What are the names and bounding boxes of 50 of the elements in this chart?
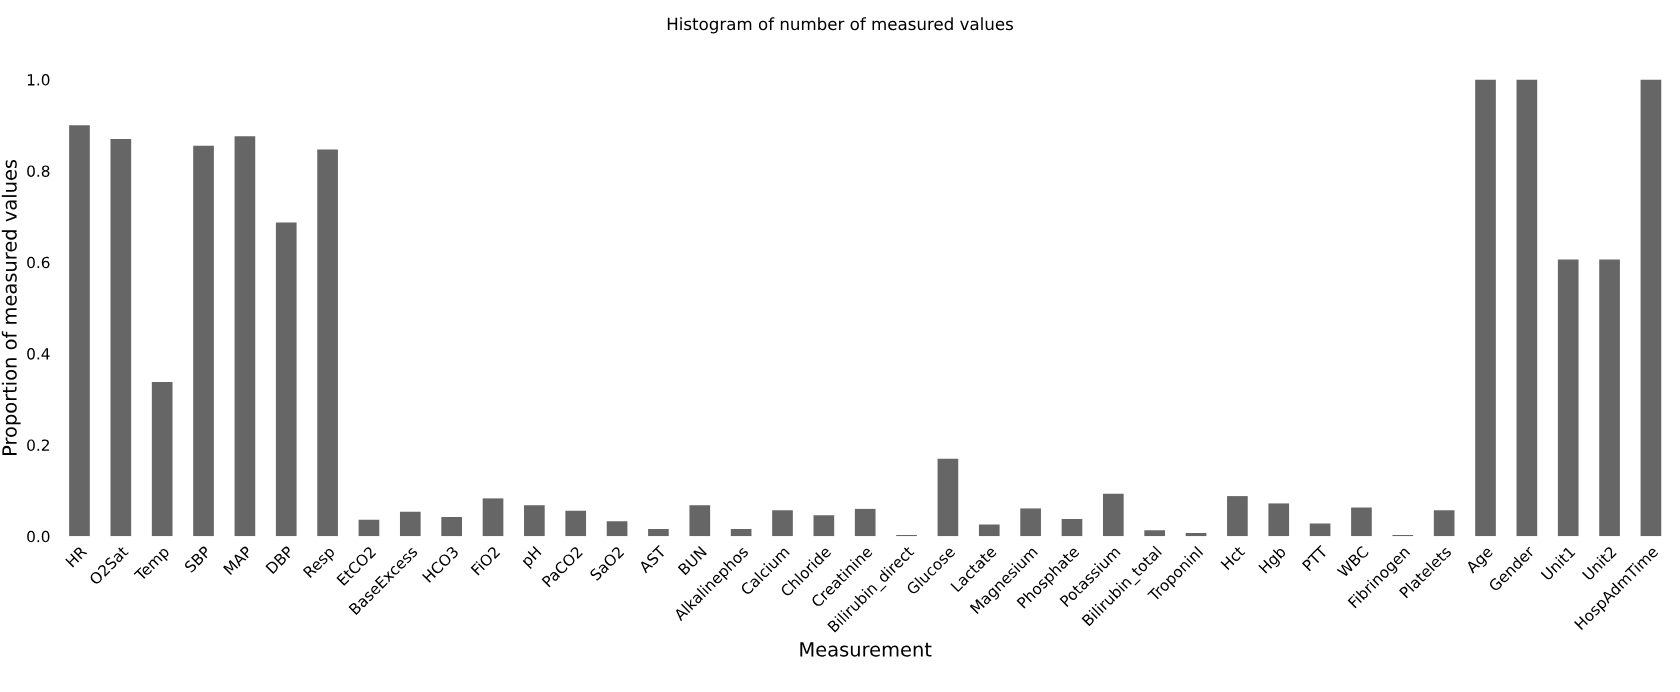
bar bbox=[772, 510, 793, 537]
y-tick-label: 0.4 bbox=[27, 348, 50, 360]
bar bbox=[1557, 259, 1579, 537]
x-tick-label: Hct bbox=[1220, 545, 1246, 571]
x-tick-label: Hgb bbox=[1257, 545, 1289, 576]
bar bbox=[648, 528, 669, 537]
x-tick-label: HR bbox=[65, 545, 88, 568]
bar bbox=[1102, 493, 1124, 537]
bar bbox=[689, 505, 711, 537]
bar bbox=[854, 508, 876, 537]
bar bbox=[1185, 533, 1207, 537]
bar bbox=[1516, 79, 1538, 537]
bar bbox=[1309, 523, 1331, 537]
bar bbox=[1433, 510, 1455, 537]
bar bbox=[1640, 79, 1662, 537]
bar bbox=[69, 125, 90, 537]
y-tick-label: 0.0 bbox=[27, 530, 50, 543]
bar bbox=[606, 521, 628, 537]
x-tick-label: pH bbox=[522, 546, 542, 570]
bar bbox=[358, 519, 380, 537]
bar bbox=[813, 515, 835, 537]
bar bbox=[1144, 530, 1166, 537]
bar bbox=[151, 381, 173, 537]
bar bbox=[1351, 507, 1372, 537]
bar bbox=[1475, 79, 1496, 537]
bar bbox=[1227, 496, 1248, 537]
bar bbox=[565, 510, 587, 537]
bar bbox=[524, 505, 545, 537]
y-tick-label: 0.2 bbox=[27, 439, 49, 451]
bar bbox=[482, 498, 504, 537]
bar bbox=[234, 136, 256, 537]
bar bbox=[1020, 508, 1041, 537]
chart-title: Histogram of number of measured values bbox=[667, 17, 1013, 34]
y-tick-label: 1.0 bbox=[27, 74, 50, 86]
bar bbox=[1599, 259, 1620, 537]
bar bbox=[1268, 503, 1290, 537]
bar bbox=[399, 511, 421, 537]
bar bbox=[937, 458, 959, 537]
bar bbox=[1061, 518, 1083, 537]
bar bbox=[978, 524, 1000, 537]
bar bbox=[317, 149, 338, 537]
bar bbox=[275, 222, 297, 537]
y-axis-title: Proportion of measured values bbox=[1, 159, 21, 456]
x-axis-title: Measurement bbox=[800, 642, 932, 657]
y-tick-label: 0.6 bbox=[27, 256, 50, 269]
bar bbox=[110, 138, 132, 537]
bar bbox=[730, 528, 752, 537]
bar bbox=[193, 145, 214, 537]
y-tick-label: 0.8 bbox=[27, 165, 50, 177]
bar bbox=[441, 517, 462, 537]
